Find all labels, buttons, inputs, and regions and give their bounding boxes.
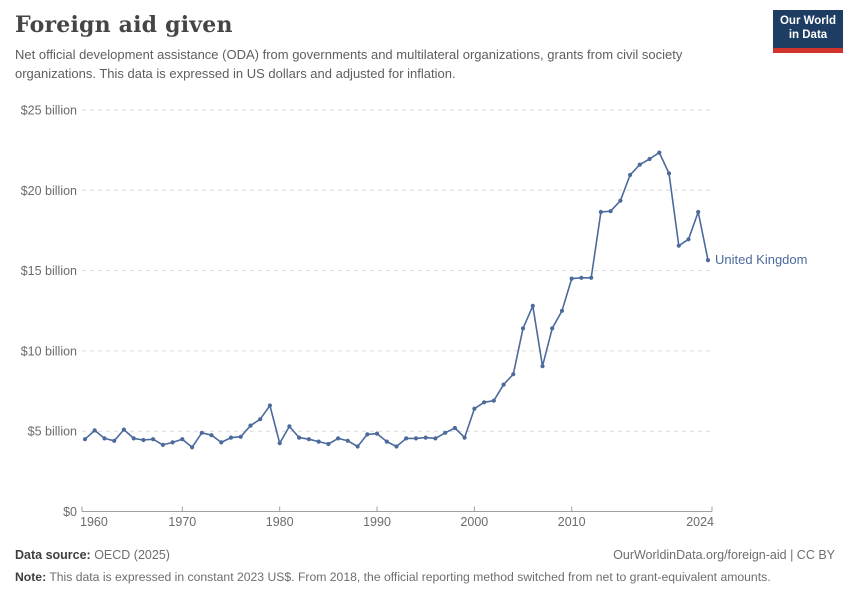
- data-point-1965: [131, 436, 136, 441]
- data-point-1995: [423, 435, 428, 440]
- x-tick-label-2024: 2024: [686, 515, 714, 529]
- data-point-1979: [267, 403, 272, 408]
- page-title: Foreign aid given: [15, 12, 233, 38]
- data-point-2017: [637, 162, 642, 167]
- data-point-1982: [297, 435, 302, 440]
- data-point-2023: [696, 209, 701, 215]
- data-point-1973: [209, 433, 214, 438]
- data-point-1961: [92, 428, 97, 433]
- data-point-1992: [394, 444, 399, 449]
- y-tick-label-20: $20 billion: [21, 184, 77, 198]
- data-point-1976: [238, 434, 243, 439]
- x-tick-label-1970: 1970: [168, 515, 196, 529]
- data-point-1980: [277, 441, 282, 446]
- data-point-1963: [112, 438, 117, 443]
- data-point-1983: [306, 437, 311, 442]
- y-tick-label-5: $5 billion: [28, 425, 77, 439]
- owid-logo[interactable]: Our World in Data: [773, 10, 843, 48]
- data-point-2008: [550, 326, 555, 331]
- data-point-1960: [82, 437, 88, 442]
- data-point-2012: [589, 275, 594, 280]
- data-point-1998: [452, 425, 457, 431]
- data-point-1986: [336, 436, 341, 441]
- y-tick-label-25: $25 billion: [21, 104, 77, 118]
- data-point-1989: [365, 432, 370, 437]
- data-point-1978: [258, 417, 263, 422]
- data-point-1971: [190, 445, 195, 450]
- owid-logo-line1: Our World: [779, 15, 836, 28]
- data-point-1969: [170, 440, 175, 445]
- data-point-1981: [287, 424, 292, 429]
- data-point-1966: [141, 437, 146, 443]
- data-point-1996: [433, 436, 438, 441]
- data-point-1990: [374, 431, 380, 436]
- series-end-label: United Kingdom: [715, 252, 808, 267]
- data-point-1984: [316, 439, 321, 444]
- data-point-1975: [228, 435, 234, 440]
- x-tick-label-1990: 1990: [363, 515, 391, 529]
- owid-logo-accent-bar: [773, 48, 843, 53]
- data-source-text: Data source: OECD (2025): [15, 548, 170, 562]
- data-point-1991: [384, 439, 389, 444]
- data-point-1968: [160, 442, 165, 447]
- data-point-2007: [540, 364, 545, 369]
- y-tick-label-0: $0: [63, 505, 77, 519]
- data-point-1999: [462, 435, 467, 440]
- data-point-1993: [404, 436, 409, 441]
- data-point-1967: [151, 437, 156, 442]
- y-tick-label-15: $15 billion: [21, 264, 77, 278]
- owid-url-link[interactable]: OurWorldinData.org/foreign-aid | CC BY: [613, 548, 835, 562]
- data-point-2003: [501, 382, 506, 387]
- data-point-2000: [472, 406, 477, 411]
- data-point-1970: [180, 437, 185, 442]
- data-point-1962: [102, 436, 107, 441]
- x-tick-label-1960: 1960: [80, 515, 108, 529]
- data-point-1964: [121, 427, 126, 432]
- data-point-1997: [443, 430, 448, 435]
- note-label: Note:: [15, 570, 47, 584]
- data-point-1985: [326, 441, 331, 447]
- data-point-2001: [482, 400, 487, 405]
- chart-header: Foreign aid given Our World in Data Net …: [15, 10, 843, 84]
- data-point-2022: [686, 237, 691, 242]
- note-value: This data is expressed in constant 2023 …: [46, 570, 771, 584]
- data-point-2019: [657, 150, 662, 155]
- data-point-2006: [530, 303, 535, 308]
- data-point-2024: [705, 258, 711, 263]
- data-source-value: OECD (2025): [90, 548, 170, 562]
- y-tick-label-10: $10 billion: [21, 344, 77, 358]
- owid-logo-line2: in Data: [788, 29, 828, 41]
- data-point-2020: [666, 171, 672, 176]
- data-point-2016: [628, 172, 633, 178]
- footer-sources: Data source: OECD (2025) OurWorldinData.…: [15, 548, 835, 562]
- data-point-2002: [491, 398, 496, 403]
- chart-svg: $0 $5 billion $10 billion $15 billion $20 bi…: [21, 104, 808, 530]
- data-point-2005: [520, 326, 526, 331]
- data-point-1974: [219, 440, 224, 445]
- data-point-2015: [618, 198, 623, 203]
- data-point-2009: [559, 308, 565, 313]
- data-point-1972: [199, 430, 204, 435]
- footer-note: Note: This data is expressed in constant…: [15, 570, 835, 584]
- data-point-1977: [248, 423, 253, 428]
- data-source-label: Data source:: [15, 548, 91, 562]
- data-point-2004: [511, 372, 516, 377]
- data-point-2021: [676, 243, 681, 248]
- x-tick-label-2010: 2010: [558, 515, 586, 529]
- data-point-2010: [569, 276, 574, 281]
- data-point-2018: [647, 156, 652, 162]
- chart-subtitle: Net official development assistance (ODA…: [15, 47, 683, 81]
- data-point-1988: [355, 444, 360, 449]
- data-point-1994: [413, 436, 419, 441]
- line-series-united-kingdom: [84, 151, 709, 449]
- x-tick-label-2000: 2000: [460, 515, 488, 529]
- data-point-2013: [598, 209, 604, 215]
- x-tick-label-1980: 1980: [266, 515, 294, 529]
- data-point-2011: [579, 275, 584, 280]
- data-point-1987: [345, 438, 350, 443]
- data-point-2014: [608, 209, 613, 214]
